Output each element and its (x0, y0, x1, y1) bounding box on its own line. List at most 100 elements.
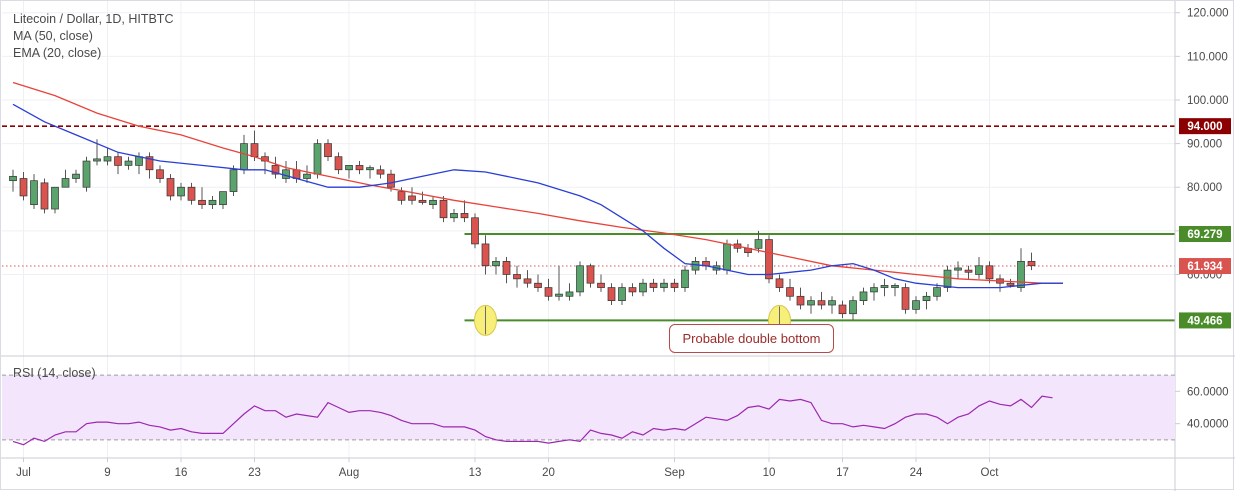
grid-layer (2, 1, 1175, 458)
candle-body (786, 287, 794, 297)
candle-body (219, 191, 227, 206)
candle-body (271, 165, 280, 175)
level-badge-label: 94.000 (1187, 121, 1222, 133)
price-tick-label: 110.000 (1187, 51, 1228, 63)
candle-body (912, 300, 920, 310)
candle-body (61, 178, 70, 188)
candle-body (922, 295, 931, 302)
level-badge-label: 69.279 (1187, 229, 1222, 241)
candle-body (891, 285, 899, 288)
price-tick-label: 100.000 (1187, 95, 1229, 107)
time-tick-label: 23 (248, 467, 261, 479)
candle-body (681, 269, 689, 288)
candle-body (313, 143, 322, 175)
candle-body (618, 287, 626, 301)
candle-body (691, 261, 700, 271)
candle-body (933, 287, 941, 297)
candle-body (103, 156, 112, 162)
legend-ma50: MA (50, close) (13, 29, 93, 43)
candle-body (471, 217, 479, 245)
candle-body (124, 160, 133, 166)
candle-body (586, 265, 595, 284)
candle-body (355, 165, 364, 171)
level-badge (1179, 258, 1231, 275)
rsi-tick-label: 60.0000 (1187, 386, 1229, 398)
candle-body (145, 156, 154, 171)
time-tick-label: Jul (16, 467, 31, 479)
rsi-pane: 60.0000 40.0000 (2, 374, 1229, 446)
candle-body (838, 304, 847, 315)
candle-body (985, 265, 994, 280)
candle-body (870, 287, 878, 293)
candle-body (492, 261, 500, 267)
candle-body (481, 243, 490, 267)
candle-body (723, 243, 731, 271)
double-bottom-annotation[interactable]: Probable double bottom (669, 324, 834, 353)
candle-body (408, 195, 416, 201)
level-badge (1179, 312, 1231, 329)
candle-body (523, 278, 532, 284)
time-tick-label: 17 (836, 467, 849, 479)
candle-body (387, 173, 395, 188)
candle-body (828, 300, 836, 306)
level-badge (1179, 225, 1231, 242)
level-badge-label: 49.466 (1187, 315, 1222, 327)
candle-body (597, 282, 605, 288)
candle-body (576, 265, 584, 293)
candle-body (334, 156, 343, 171)
ma50-line (12, 81, 1063, 284)
candle-body (30, 180, 38, 206)
candle-body (177, 186, 185, 197)
candle-body (670, 282, 679, 288)
candle-body (1006, 282, 1015, 286)
candle-body (639, 282, 647, 293)
rsi-band (2, 375, 1175, 440)
time-tick-label: Aug (339, 467, 359, 479)
candle-body (198, 199, 206, 206)
time-tick-label: 20 (542, 467, 555, 479)
candle-body (1027, 261, 1036, 267)
candle-body (660, 282, 668, 288)
candle-body (156, 169, 164, 179)
candle-body (418, 199, 427, 203)
candle-body (366, 167, 374, 171)
candle-body (817, 300, 826, 306)
chart-title: Litecoin / Dollar, 1D, HITBTC (13, 12, 174, 26)
price-tick-label: 90.000 (1187, 139, 1222, 151)
candle-body (72, 173, 80, 179)
time-tick-label: Oct (981, 467, 1000, 479)
candle-body (649, 282, 658, 288)
candle-body (954, 267, 962, 271)
candle-body (754, 239, 763, 249)
time-tick-label: 9 (104, 467, 110, 479)
candle-body (93, 158, 101, 162)
candle-body (796, 295, 805, 306)
levels-layer (2, 125, 1175, 322)
time-tick-label: 16 (175, 467, 188, 479)
candle-body (303, 173, 311, 179)
candle-body (376, 169, 385, 175)
price-tick-label: 120.000 (1187, 8, 1229, 20)
candle-body (502, 261, 511, 275)
candle-body (460, 213, 469, 219)
time-tick-label: 24 (910, 467, 923, 479)
candle-body (345, 165, 353, 171)
candles-layer (9, 130, 1036, 321)
candle-body (208, 199, 217, 206)
candle-body (229, 169, 238, 192)
candle-body (51, 186, 59, 210)
candle-body (628, 287, 637, 293)
time-tick-label: Sep (664, 467, 684, 479)
rsi-title: RSI (14, close) (13, 366, 96, 380)
candle-body (565, 291, 574, 297)
candle-body (114, 156, 122, 166)
candle-body (19, 178, 28, 197)
rsi-tick-label: 40.0000 (1187, 419, 1229, 431)
candle-body (450, 213, 458, 219)
level-badge (1179, 118, 1231, 135)
candle-body (40, 182, 49, 210)
candle-body (775, 278, 784, 288)
